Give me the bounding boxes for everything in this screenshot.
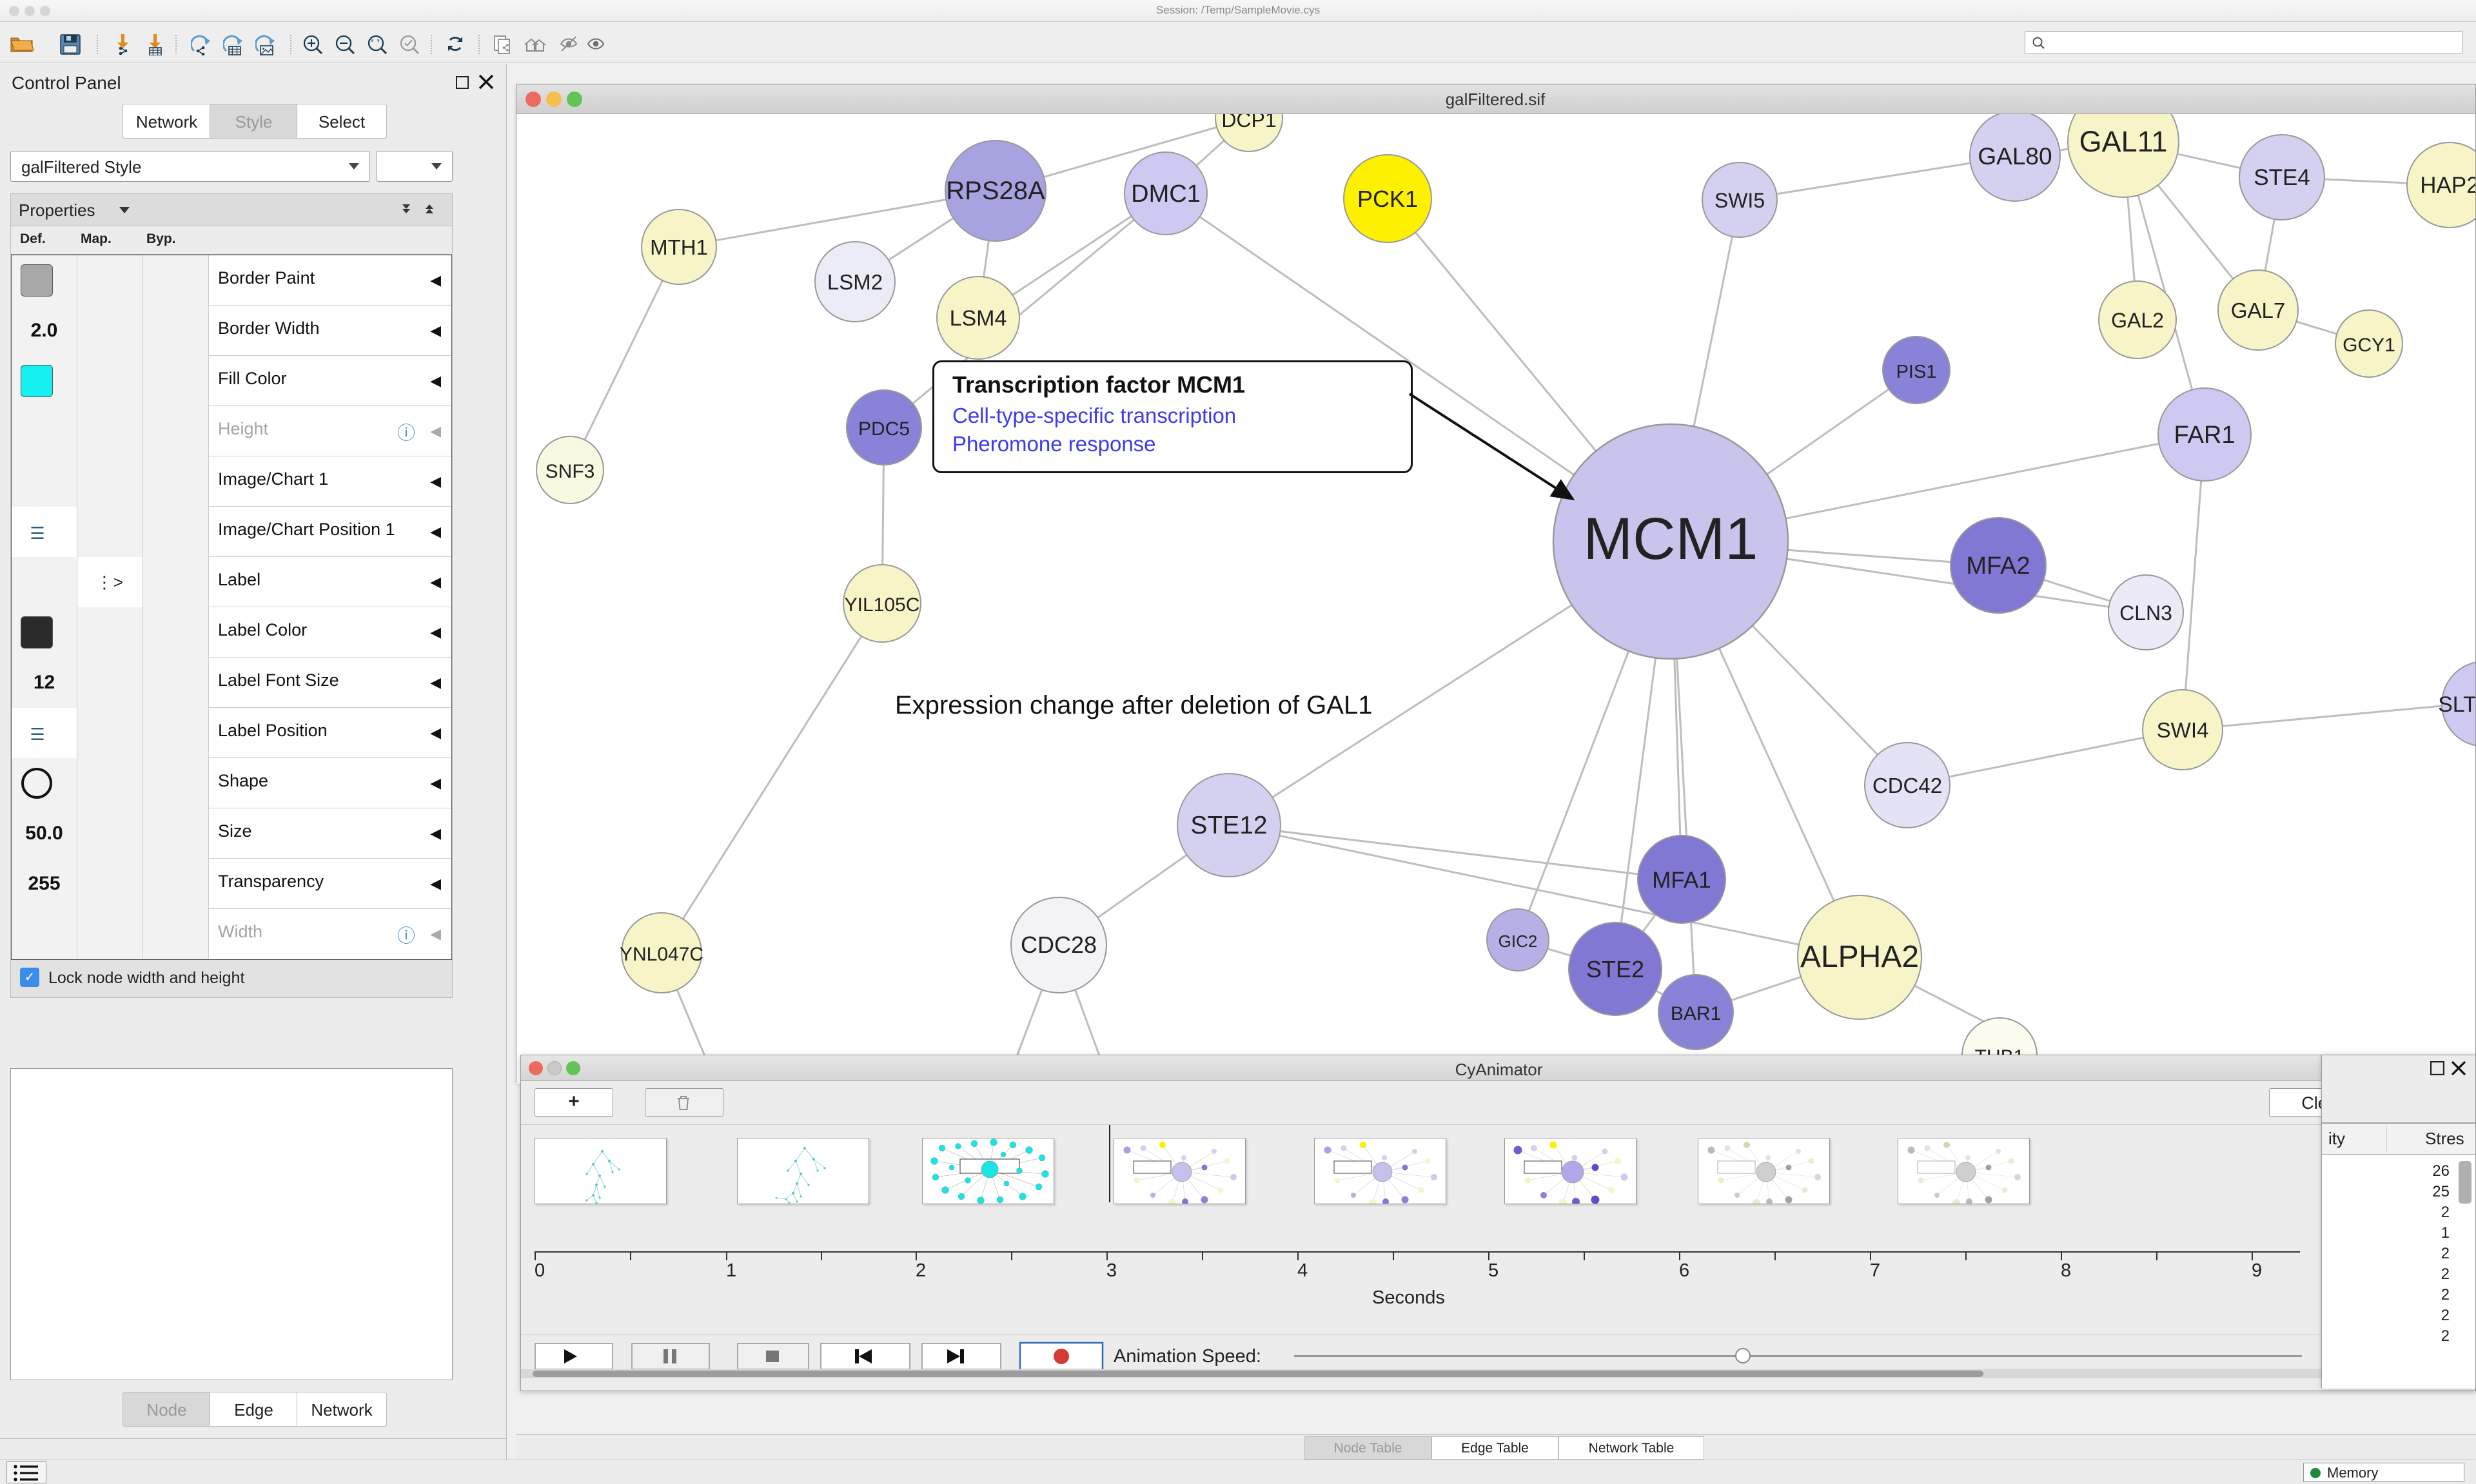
svg-text:SWI5: SWI5 (1715, 189, 1765, 212)
svg-text:SWI4: SWI4 (2157, 718, 2209, 742)
svg-text:PIS1: PIS1 (1896, 362, 1937, 382)
svg-text:GCY1: GCY1 (2343, 335, 2395, 356)
svg-text:CDC42: CDC42 (1872, 774, 1942, 797)
svg-text:GAL2: GAL2 (2111, 309, 2164, 332)
svg-text:MCM1: MCM1 (1584, 506, 1758, 572)
svg-text:RPS28A: RPS28A (946, 177, 1045, 205)
svg-text:SNF3: SNF3 (545, 461, 595, 482)
svg-text:GIC2: GIC2 (1498, 932, 1538, 951)
svg-text:CLN3: CLN3 (2119, 601, 2172, 625)
svg-text:CDC28: CDC28 (1021, 932, 1097, 958)
svg-text:STE2: STE2 (1586, 956, 1644, 982)
svg-text:GAL11: GAL11 (2079, 125, 2168, 158)
svg-text:MFA2: MFA2 (1966, 552, 2030, 580)
svg-text:MTH1: MTH1 (650, 235, 708, 259)
svg-text:PDC5: PDC5 (858, 418, 910, 440)
svg-text:LSM4: LSM4 (950, 306, 1007, 331)
svg-text:SLT: SLT (2438, 692, 2475, 717)
svg-text:LSM2: LSM2 (827, 270, 883, 294)
svg-text:YIL105C: YIL105C (845, 594, 920, 616)
svg-text:STE12: STE12 (1190, 812, 1267, 839)
svg-text:PCK1: PCK1 (1357, 186, 1418, 212)
svg-text:STE4: STE4 (2254, 165, 2310, 190)
svg-text:YNL047C: YNL047C (620, 944, 703, 965)
svg-text:FAR1: FAR1 (2174, 422, 2235, 449)
svg-text:GAL7: GAL7 (2231, 298, 2285, 322)
svg-text:ALPHA2: ALPHA2 (1800, 940, 1919, 974)
svg-text:HAP2: HAP2 (2420, 173, 2475, 198)
svg-text:DCP1: DCP1 (1221, 114, 1276, 132)
svg-text:DMC1: DMC1 (1131, 181, 1201, 208)
svg-text:GAL80: GAL80 (1978, 143, 2052, 170)
svg-text:MFA1: MFA1 (1652, 868, 1711, 893)
svg-text:BAR1: BAR1 (1671, 1003, 1721, 1024)
